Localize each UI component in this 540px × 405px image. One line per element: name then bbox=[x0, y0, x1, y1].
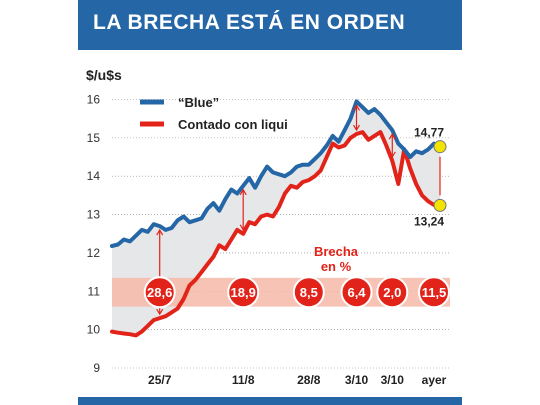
x-tick-label: 3/10 bbox=[345, 373, 369, 387]
gap-arrow-head bbox=[156, 308, 164, 316]
x-tick-label: 11/8 bbox=[232, 373, 255, 387]
brecha-value: 11,5 bbox=[422, 285, 447, 300]
brecha-label-line2: en % bbox=[321, 259, 352, 274]
footer-bar bbox=[78, 397, 462, 405]
legend-label-liqui: Contado con liqui bbox=[178, 117, 288, 132]
y-tick-label: 9 bbox=[93, 361, 100, 375]
gap-arrow-head bbox=[156, 228, 164, 236]
series-line-blue bbox=[110, 99, 442, 248]
x-tick-label: 25/7 bbox=[148, 373, 172, 387]
brecha-label-line1: Brecha bbox=[314, 244, 359, 259]
brecha-value: 8,5 bbox=[300, 285, 318, 300]
gap-arrow-head bbox=[388, 151, 396, 159]
legend-label-blue: “Blue” bbox=[178, 95, 219, 110]
end-marker-liqui bbox=[433, 198, 447, 212]
gap-arrow-head bbox=[388, 133, 396, 140]
y-tick-label: 14 bbox=[87, 169, 101, 183]
y-tick-label: 10 bbox=[87, 323, 101, 337]
gap-arrow-head bbox=[239, 224, 247, 231]
x-tick-label: ayer bbox=[422, 373, 447, 387]
brecha-value: 18,9 bbox=[231, 285, 256, 300]
brecha-value: 6,4 bbox=[347, 285, 366, 300]
brecha-value: 2,0 bbox=[383, 285, 401, 300]
y-tick-label: 12 bbox=[87, 246, 101, 260]
brecha-marker bbox=[418, 276, 450, 309]
brecha-marker bbox=[292, 276, 325, 309]
y-tick-label: 13 bbox=[87, 208, 101, 222]
y-axis-label: $/u$s bbox=[86, 67, 122, 83]
gap-area bbox=[112, 101, 440, 336]
end-value-blue: 14,77 bbox=[414, 126, 444, 140]
brecha-value: 28,6 bbox=[147, 285, 172, 300]
gap-arrow-head bbox=[352, 104, 361, 111]
end-marker-blue bbox=[433, 140, 447, 154]
end-value-liqui: 13,24 bbox=[414, 214, 444, 228]
y-tick-label: 15 bbox=[87, 131, 101, 145]
brecha-marker bbox=[340, 276, 373, 309]
gap-arrow-head bbox=[239, 188, 247, 196]
brecha-marker bbox=[143, 276, 176, 309]
chart-title: LA BRECHA ESTÁ EN ORDEN bbox=[93, 11, 406, 34]
y-tick-label: 16 bbox=[87, 93, 101, 107]
gap-arrow-head bbox=[352, 124, 361, 132]
x-tick-label: 28/8 bbox=[297, 373, 321, 387]
y-tick-label: 11 bbox=[88, 284, 101, 298]
brecha-marker bbox=[376, 276, 409, 309]
title-banner: LA BRECHA ESTÁ EN ORDEN bbox=[78, 0, 462, 50]
brecha-marker bbox=[227, 276, 260, 309]
series-line-liqui bbox=[110, 130, 442, 338]
x-tick-label: 3/10 bbox=[381, 373, 405, 387]
